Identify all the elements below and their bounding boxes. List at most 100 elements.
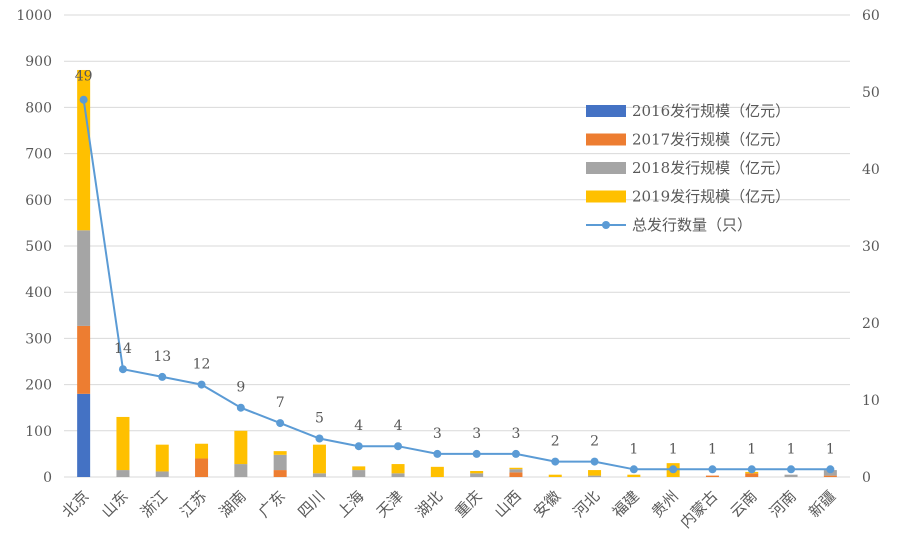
bar-segment-2017 <box>509 472 523 477</box>
count-line-point <box>158 372 167 381</box>
data-label: 9 <box>236 380 245 396</box>
x-tick-label: 湖南 <box>216 487 250 521</box>
legend-swatch <box>586 162 626 174</box>
x-tick-label: 浙江 <box>137 487 171 521</box>
y-right-tick-label: 40 <box>862 162 880 178</box>
x-tick-label: 北京 <box>59 487 93 521</box>
count-line-point <box>79 95 88 104</box>
count-line-point <box>315 434 324 443</box>
legend-label: 2016发行规模（亿元） <box>632 102 790 120</box>
bar-segment-2017 <box>705 475 719 477</box>
bar-segment-2018 <box>588 475 602 477</box>
y-left-tick-label: 500 <box>25 239 52 255</box>
count-line-point <box>708 465 717 474</box>
count-line-point <box>472 449 481 458</box>
count-line-point <box>669 465 678 474</box>
legend-swatch <box>586 190 626 203</box>
bar-segment-2017 <box>745 473 759 477</box>
y-left-tick-label: 800 <box>25 100 52 116</box>
count-line-point <box>511 449 520 458</box>
x-tick-label: 云南 <box>727 487 761 521</box>
count-line-point <box>590 457 599 466</box>
legend-label: 2017发行规模（亿元） <box>632 131 790 149</box>
legend: 2016发行规模（亿元） 2017发行规模（亿元） 2018发行规模（亿元） 2019… <box>586 102 790 234</box>
y-left-tick-label: 400 <box>25 285 52 301</box>
y-right-tick-label: 0 <box>862 470 871 486</box>
data-label: 14 <box>114 341 132 357</box>
bar-segment-2019 <box>312 444 326 474</box>
x-tick-label: 贵州 <box>648 487 682 521</box>
bar-segment-2018 <box>77 230 91 326</box>
y-left-tick-label: 1000 <box>16 8 52 24</box>
x-tick-label: 上海 <box>334 487 368 521</box>
y-left-tick-label: 700 <box>25 147 52 163</box>
data-label: 4 <box>354 418 363 434</box>
bar-segment-2018 <box>234 464 248 477</box>
bar-segment-2019 <box>588 470 602 476</box>
bar-segment-2018 <box>352 470 366 477</box>
data-label: 2 <box>551 434 560 450</box>
x-tick-label: 山东 <box>98 487 132 521</box>
legend-swatch <box>586 105 626 117</box>
bar-segment-2018 <box>509 469 523 473</box>
bar-segment-2019 <box>470 470 484 474</box>
legend-swatch <box>586 133 626 146</box>
y-right-tick-label: 10 <box>862 393 880 409</box>
count-line-point <box>118 365 127 374</box>
data-label: 1 <box>747 441 756 457</box>
y-right-tick-label: 30 <box>862 239 880 255</box>
y-left-tick-label: 600 <box>25 193 52 209</box>
bar-segment-2019 <box>509 467 523 470</box>
x-tick-label: 安徽 <box>530 487 564 521</box>
data-label: 2 <box>590 434 599 450</box>
x-tick-label: 江苏 <box>176 487 210 521</box>
legend-label: 2019发行规模（亿元） <box>632 188 790 206</box>
bars <box>77 69 837 477</box>
gridlines <box>64 14 850 478</box>
y-left-tick-label: 0 <box>43 470 52 486</box>
count-line-point <box>433 449 442 458</box>
bar-segment-2018 <box>312 473 326 477</box>
count-line-point <box>197 380 206 389</box>
x-tick-label: 天津 <box>373 487 407 521</box>
x-tick-label: 河南 <box>766 487 800 521</box>
count-line-point <box>787 465 796 474</box>
bar-segment-2019 <box>155 444 169 472</box>
y-right-tick-label: 20 <box>862 316 880 332</box>
bar-segment-2018 <box>273 454 287 471</box>
legend-line-marker <box>602 221 610 229</box>
data-label: 5 <box>315 411 324 427</box>
data-label: 3 <box>472 426 481 442</box>
data-label: 1 <box>708 441 717 457</box>
bar-segment-2019 <box>627 474 641 477</box>
data-label: 3 <box>433 426 442 442</box>
bar-segment-2016 <box>77 393 91 477</box>
bar-segment-2017 <box>273 470 287 477</box>
y-right-tick-label: 50 <box>862 85 880 101</box>
legend-label: 总发行数量（只） <box>632 216 752 234</box>
x-tick-label: 四川 <box>294 487 328 521</box>
bar-segment-2019 <box>116 416 130 471</box>
x-tick-label: 新疆 <box>805 487 839 521</box>
left-axis: 0 100 200 300 400 500 600 700 800 900 1000 <box>16 8 52 486</box>
bar-segment-2018 <box>116 470 130 477</box>
x-axis-labels: 北京 山东 浙江 江苏 湖南 广东 四川 上海 天津 湖北 重庆 山西 安徽 河北 福建 贵州内蒙古 云南 河南新… <box>59 487 840 532</box>
bar-segment-2017 <box>77 325 91 394</box>
data-label: 49 <box>75 69 93 85</box>
x-tick-label: 重庆 <box>452 487 486 521</box>
data-label: 1 <box>629 441 638 457</box>
count-line-point <box>276 419 285 428</box>
x-tick-label: 湖北 <box>412 487 446 521</box>
y-left-tick-label: 300 <box>25 331 52 347</box>
bar-segment-2019 <box>548 474 562 477</box>
bar-segment-2017 <box>195 458 209 477</box>
count-line-point <box>826 465 835 474</box>
x-tick-label: 山西 <box>491 487 525 521</box>
count-line-point <box>551 457 560 466</box>
data-label: 1 <box>826 441 835 457</box>
legend-label: 2018发行规模（亿元） <box>632 159 790 177</box>
count-line-point <box>354 442 363 451</box>
data-label: 12 <box>193 357 211 373</box>
bar-segment-2017 <box>823 475 837 477</box>
